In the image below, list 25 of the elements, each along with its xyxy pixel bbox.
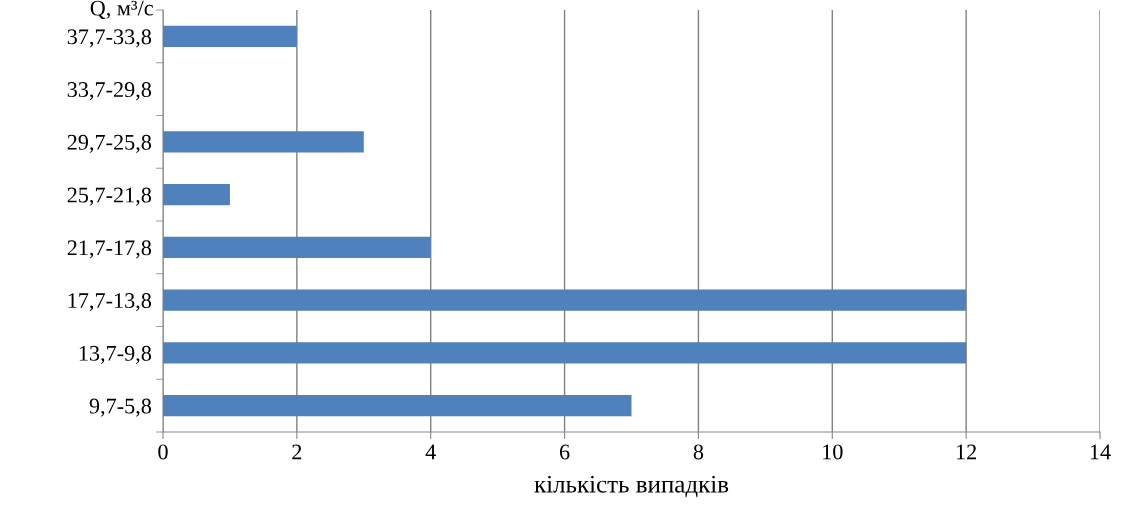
x-tick-label: 10 (823, 444, 843, 460)
y-tick-label: 17,7-13,8 (68, 293, 152, 312)
bar (163, 236, 431, 258)
x-tick-label: 8 (693, 444, 704, 460)
bar (163, 342, 967, 364)
y-tick-label: 33,7-29,8 (67, 82, 152, 101)
y-tick-label: 29,7-25,8 (67, 134, 152, 153)
y-tick-label: 9,7-5,8 (89, 398, 152, 417)
bar (163, 289, 967, 311)
bar (163, 131, 364, 153)
y-axis-title: Q, м³/с (90, 0, 153, 19)
y-tick-label: 25,7-21,8 (67, 187, 152, 206)
x-axis-title: кількість випадків (534, 475, 729, 498)
x-tick-label: 12 (956, 444, 977, 460)
y-tick-label: 21,7-17,8 (67, 240, 152, 259)
bar (163, 25, 297, 47)
y-tick-label: 37,7-33,8 (67, 29, 152, 48)
x-tick-label: 14 (1090, 444, 1111, 460)
x-tick-label: 2 (292, 444, 302, 460)
bar (163, 184, 230, 206)
x-tick-label: 0 (158, 444, 168, 460)
y-tick-label: 13,7-9,8 (79, 345, 152, 364)
bar (163, 395, 632, 417)
x-tick-label: 6 (559, 444, 570, 460)
x-tick-label: 4 (425, 444, 436, 460)
